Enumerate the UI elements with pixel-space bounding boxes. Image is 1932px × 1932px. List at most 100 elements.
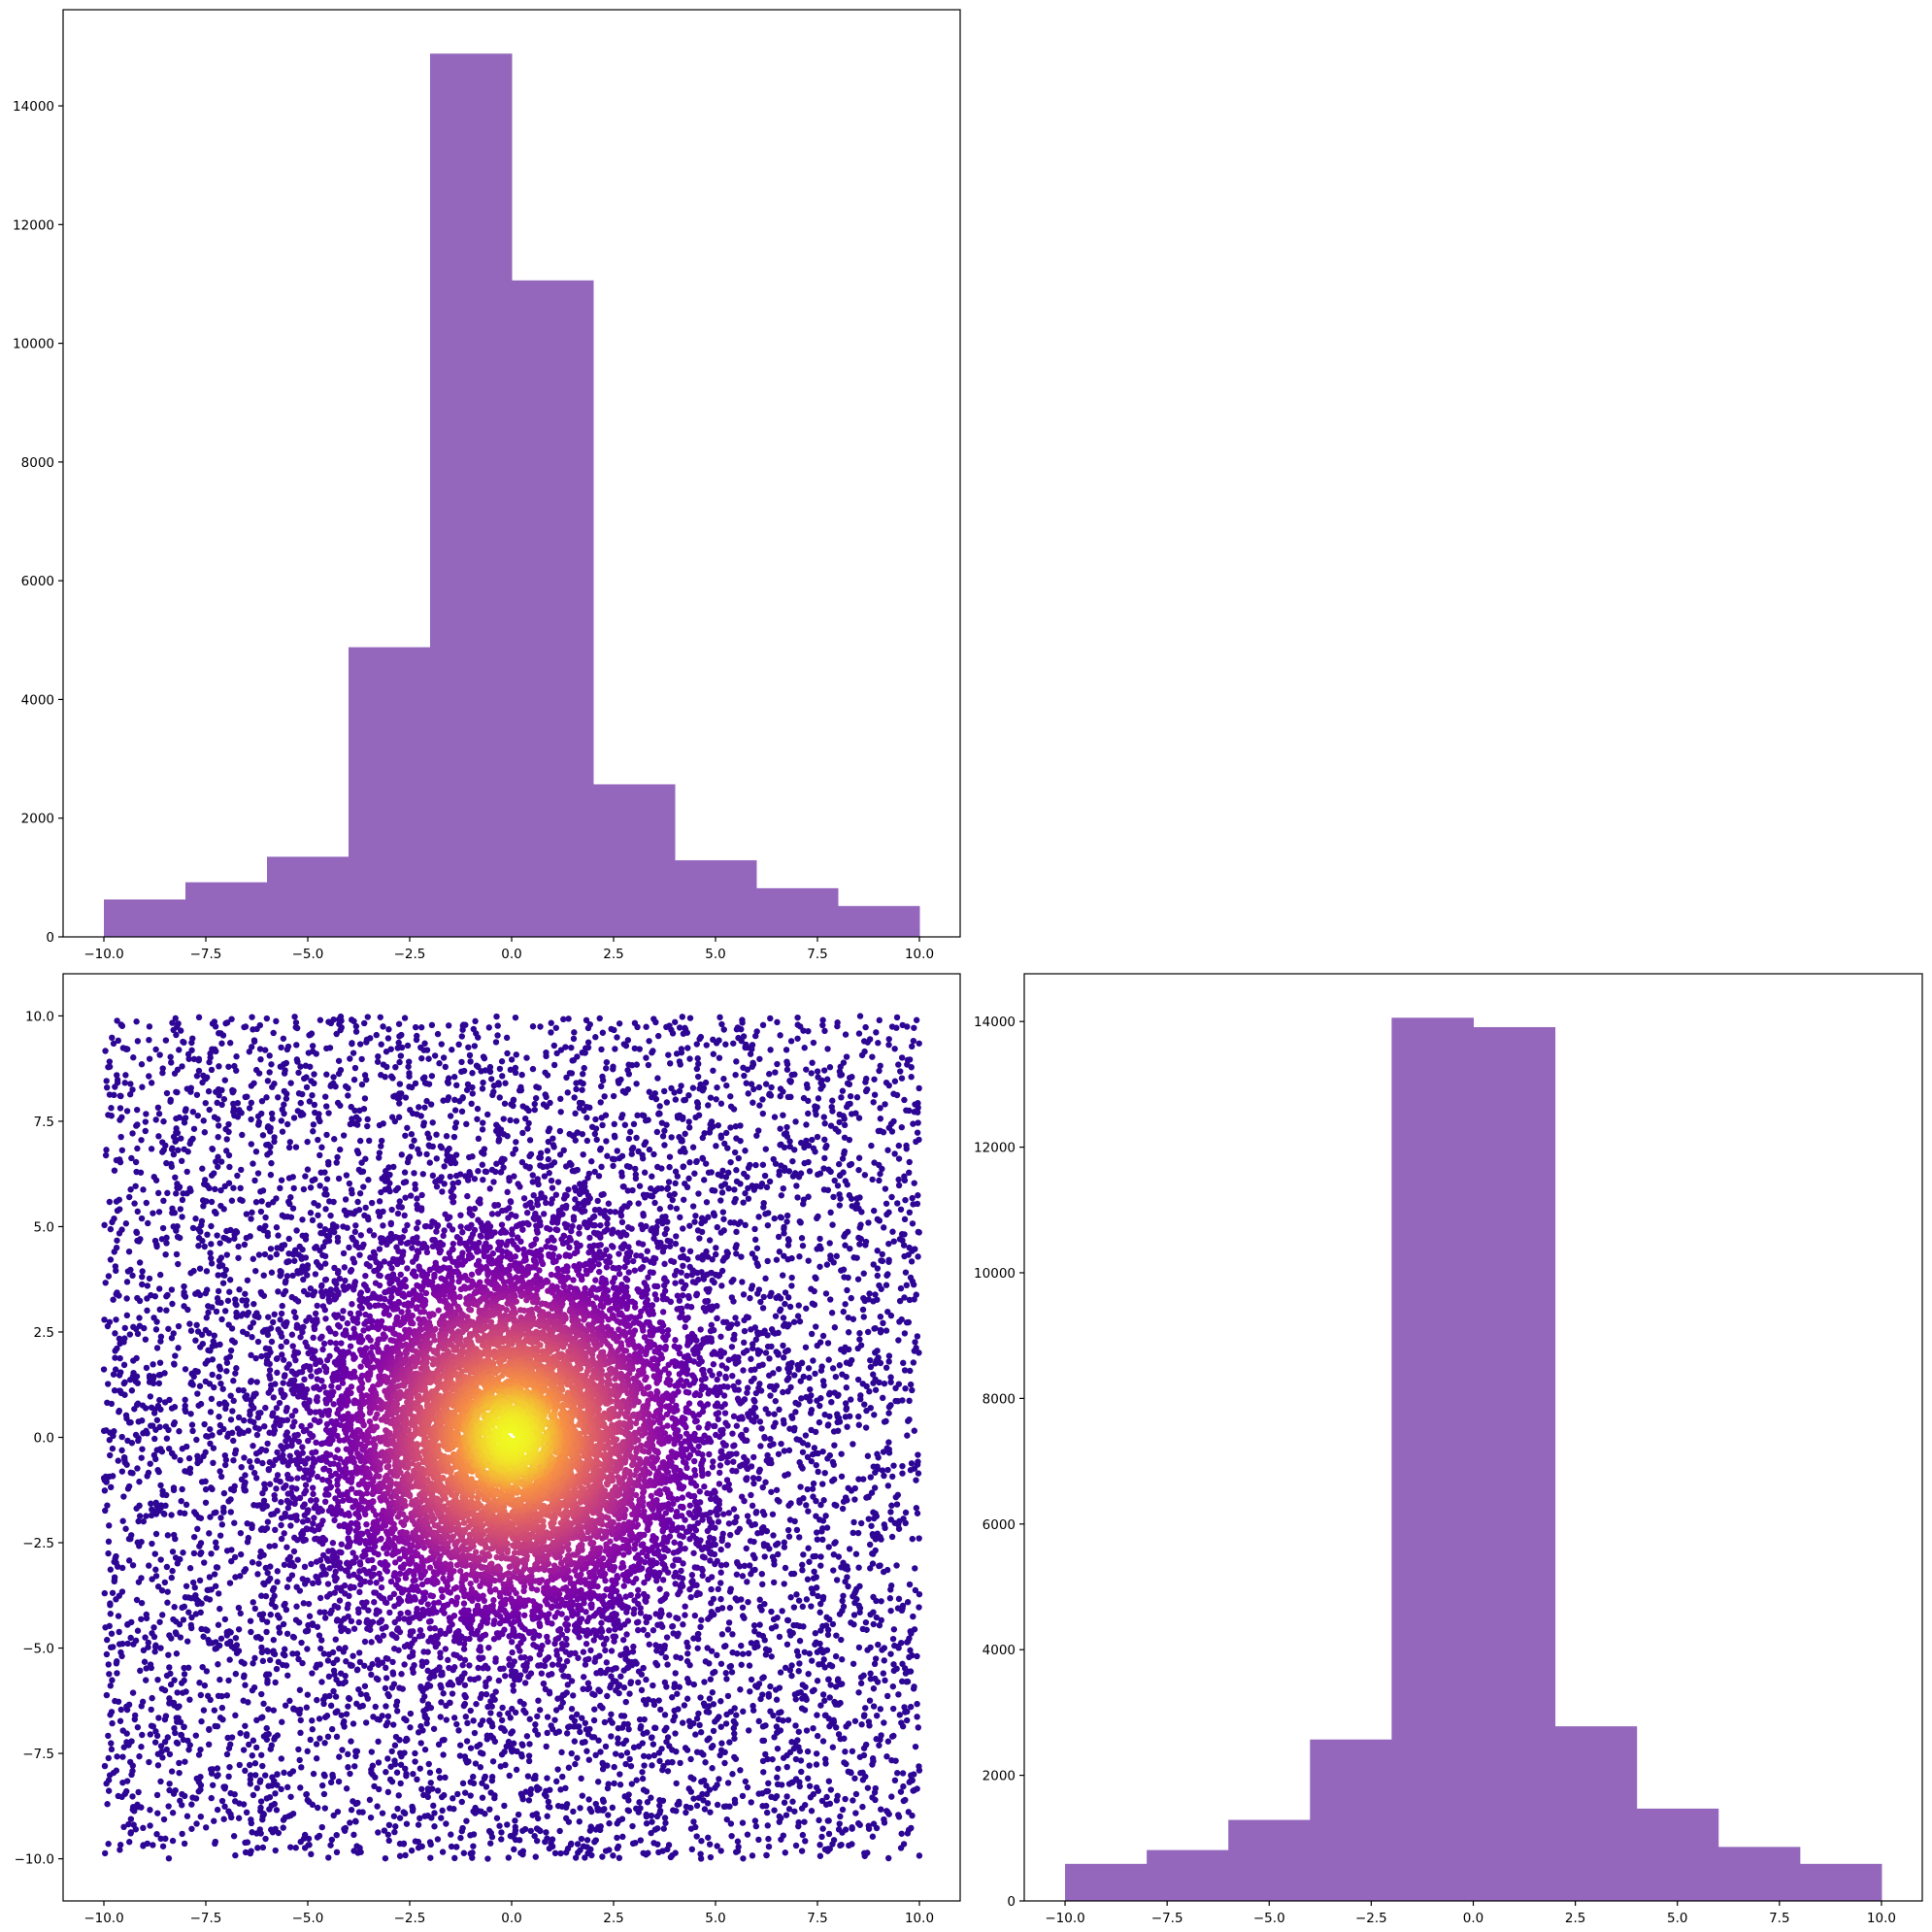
- scatter-point: [889, 1635, 897, 1643]
- scatter-point: [248, 1099, 255, 1107]
- scatter-point: [121, 1379, 128, 1386]
- scatter-point: [739, 1819, 747, 1826]
- scatter-point: [109, 1473, 117, 1480]
- scatter-point: [535, 1084, 543, 1091]
- scatter-point: [163, 1234, 170, 1242]
- scatter-point: [891, 1078, 899, 1084]
- scatter-point: [138, 1215, 146, 1222]
- scatter-point: [672, 1096, 680, 1103]
- scatter-point: [283, 1059, 290, 1067]
- scatter-point: [788, 1570, 795, 1578]
- scatter-point: [211, 1817, 217, 1824]
- scatter-point: [742, 1148, 749, 1154]
- scatter-point: [822, 1290, 830, 1297]
- scatter-point: [790, 1318, 798, 1325]
- scatter-point: [183, 1688, 189, 1695]
- scatter-point: [781, 1130, 788, 1138]
- scatter-point: [877, 1105, 883, 1112]
- scatter-point: [183, 1813, 191, 1819]
- scatter-point: [821, 1697, 828, 1704]
- scatter-point: [350, 1049, 357, 1056]
- scatter-point: [304, 1138, 311, 1146]
- scatter-point: [316, 1645, 324, 1652]
- scatter-point: [512, 1069, 519, 1077]
- scatter-point: [426, 1159, 433, 1166]
- scatter-point: [594, 1779, 602, 1785]
- scatter-point: [833, 1632, 840, 1639]
- scatter-point: [568, 1706, 576, 1713]
- scatter-point: [671, 1681, 679, 1687]
- scatter-point: [407, 1710, 415, 1717]
- scatter-point: [120, 1339, 127, 1346]
- scatter-point: [827, 1786, 835, 1793]
- scatter-point: [870, 1371, 877, 1378]
- scatter-point: [132, 1183, 139, 1189]
- scatter-point: [160, 1815, 168, 1823]
- scatter-point: [839, 1371, 846, 1378]
- scatter-point: [100, 1366, 108, 1373]
- scatter-point: [334, 1153, 341, 1161]
- scatter-point: [870, 1820, 878, 1827]
- scatter-point: [119, 1640, 126, 1648]
- scatter-point: [598, 1083, 605, 1090]
- scatter-point: [277, 1272, 283, 1280]
- scatter-point: [885, 1403, 893, 1411]
- scatter-point: [793, 1648, 801, 1655]
- scatter-point: [872, 1675, 879, 1682]
- scatter-point: [773, 1723, 781, 1730]
- scatter-point: [884, 1738, 892, 1745]
- scatter-point: [138, 1538, 145, 1546]
- scatter-point: [454, 1790, 461, 1798]
- scatter-point: [176, 1114, 183, 1121]
- scatter-point: [700, 1700, 708, 1707]
- scatter-point: [307, 1210, 315, 1216]
- scatter-point: [578, 1775, 584, 1782]
- scatter-point: [358, 1055, 365, 1063]
- scatter-point: [707, 1809, 714, 1815]
- scatter-point: [256, 1826, 263, 1833]
- scatter-point: [619, 1183, 627, 1190]
- scatter-point: [893, 1014, 901, 1021]
- scatter-point: [384, 1831, 392, 1838]
- top-histogram-ytick-label: 12000: [13, 217, 54, 233]
- scatter-point: [616, 1854, 623, 1861]
- scatter-point: [748, 1640, 755, 1647]
- scatter-point: [209, 1371, 216, 1379]
- scatter-point: [764, 1257, 771, 1265]
- scatter-point: [227, 1741, 234, 1748]
- scatter-point: [804, 1748, 812, 1755]
- scatter-point: [226, 1763, 233, 1771]
- scatter-point: [363, 1039, 370, 1046]
- scatter-point: [614, 1034, 620, 1041]
- scatter-point: [605, 1812, 612, 1818]
- scatter-point: [781, 1799, 788, 1806]
- scatter-point: [776, 1406, 783, 1414]
- scatter-point: [827, 1122, 835, 1129]
- scatter-point: [111, 1386, 118, 1394]
- scatter-point: [744, 1783, 751, 1791]
- scatter-point: [175, 1260, 182, 1268]
- scatter-point: [782, 1349, 789, 1355]
- scatter-point: [705, 1169, 713, 1176]
- scatter-point: [125, 1248, 133, 1255]
- scatter-point: [858, 1721, 865, 1728]
- scatter-point: [545, 1803, 552, 1811]
- scatter-point: [199, 1079, 206, 1086]
- scatter-point: [118, 1447, 125, 1454]
- scatter-point: [777, 1092, 783, 1100]
- scatter-point: [579, 1715, 585, 1721]
- scatter-point: [383, 1048, 390, 1055]
- scatter-point: [809, 1059, 816, 1066]
- scatter-point: [175, 1322, 183, 1330]
- scatter-point: [242, 1566, 250, 1573]
- scatter-point: [462, 1714, 470, 1720]
- scatter-point: [381, 1827, 388, 1834]
- scatter-point: [526, 1152, 533, 1160]
- scatter-point: [217, 1605, 223, 1613]
- scatter-point: [163, 1307, 170, 1314]
- scatter-point: [819, 1021, 826, 1029]
- scatter-point: [731, 1198, 738, 1206]
- scatter-point: [809, 1300, 816, 1307]
- scatter-point: [531, 1100, 538, 1108]
- scatter-point: [821, 1027, 828, 1035]
